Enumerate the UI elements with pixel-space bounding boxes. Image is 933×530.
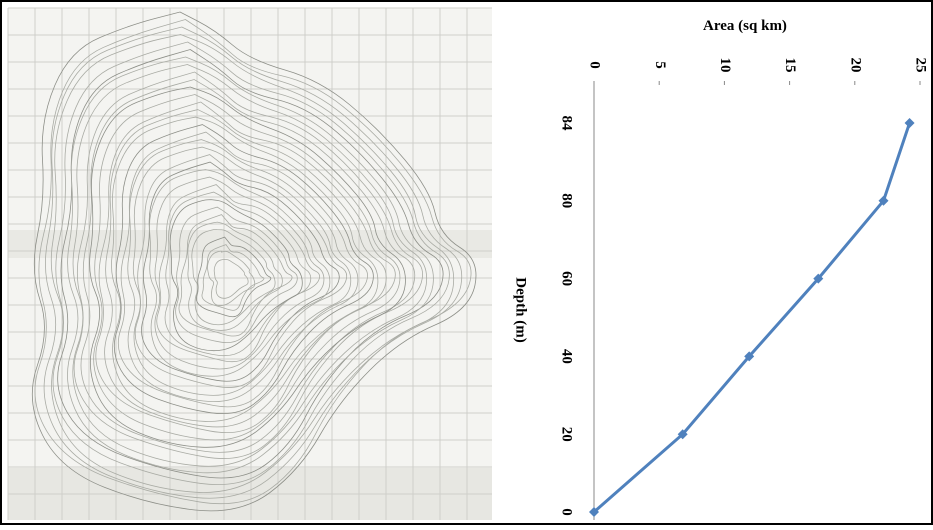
- contour-line: [175, 206, 298, 344]
- tick-label: 15: [782, 58, 798, 73]
- chart-title: Area (sq km): [703, 18, 787, 34]
- data-point: [744, 351, 755, 362]
- tick-label: 25: [913, 58, 929, 73]
- data-point: [813, 273, 824, 284]
- contour-line: [187, 221, 283, 331]
- contour-line: [178, 214, 293, 337]
- axis-label: Depth (m): [513, 277, 529, 342]
- contour-line: [111, 116, 379, 422]
- tick-label: 20: [559, 427, 575, 442]
- tick-label: 0: [587, 61, 603, 69]
- contour-line: [57, 49, 444, 479]
- contour-line: [132, 146, 352, 396]
- contour-line: [50, 34, 455, 493]
- tick-label: 20: [847, 58, 863, 73]
- data-point: [878, 195, 889, 206]
- map-fold: [8, 230, 492, 258]
- contour-line: [213, 258, 249, 299]
- contour-line: [93, 94, 401, 441]
- data-point: [677, 429, 688, 440]
- contour-line: [104, 109, 387, 428]
- contour-line: [201, 244, 265, 311]
- contour-line: [95, 101, 396, 434]
- data-point: [589, 507, 599, 517]
- tick-label: 10: [717, 58, 733, 73]
- contour-line: [134, 154, 348, 388]
- chart: Area (sq km) Depth (m) 0 5 10 15 20 25 0 20 40 60…: [513, 18, 929, 520]
- contour-line: [164, 191, 312, 357]
- tick-label: 60: [559, 271, 575, 286]
- tick-label: 80: [559, 193, 575, 208]
- contour-line: [52, 41, 450, 486]
- contour-line: [156, 184, 321, 363]
- contour-line: [80, 79, 416, 453]
- contour-line: [191, 229, 276, 326]
- contour-line: [127, 139, 359, 403]
- contour-line: [67, 56, 434, 474]
- contour-line: [117, 131, 368, 408]
- contour-map: [7, 7, 492, 520]
- contour-line: [141, 161, 340, 382]
- tick-label: 40: [559, 349, 575, 364]
- contour-line: [73, 71, 423, 459]
- tick-label: 5: [652, 61, 668, 69]
- contour-line: [31, 11, 477, 512]
- contour-line: [89, 86, 406, 448]
- contour-line: [169, 199, 303, 352]
- contour-line: [72, 64, 428, 467]
- contour-line: [154, 176, 325, 370]
- tick-label: 84: [559, 116, 575, 132]
- contour-line: [113, 124, 374, 415]
- contour-line: [195, 236, 272, 318]
- contour-line: [34, 19, 472, 505]
- contour-line: [149, 169, 331, 377]
- tick-label: 0: [559, 508, 575, 516]
- contour-line: [207, 250, 256, 307]
- contour-line: [43, 26, 463, 499]
- data-line: [593, 122, 911, 514]
- data-point: [904, 118, 915, 128]
